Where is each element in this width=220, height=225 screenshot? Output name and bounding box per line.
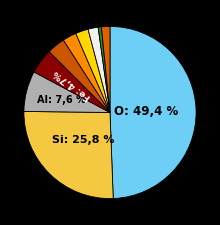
Wedge shape	[76, 29, 110, 112]
Text: Al: 7,6 %: Al: 7,6 %	[37, 95, 86, 105]
Wedge shape	[24, 72, 110, 112]
Wedge shape	[34, 52, 110, 112]
Text: O: 49,4 %: O: 49,4 %	[114, 105, 178, 118]
Wedge shape	[101, 26, 110, 112]
Wedge shape	[98, 27, 110, 112]
Wedge shape	[88, 27, 110, 112]
Wedge shape	[110, 26, 196, 198]
Wedge shape	[63, 34, 110, 112]
Text: Fe: 4,7%: Fe: 4,7%	[52, 68, 92, 101]
Wedge shape	[49, 40, 110, 112]
Wedge shape	[24, 111, 113, 199]
Text: Si: 25,8 %: Si: 25,8 %	[52, 135, 114, 145]
